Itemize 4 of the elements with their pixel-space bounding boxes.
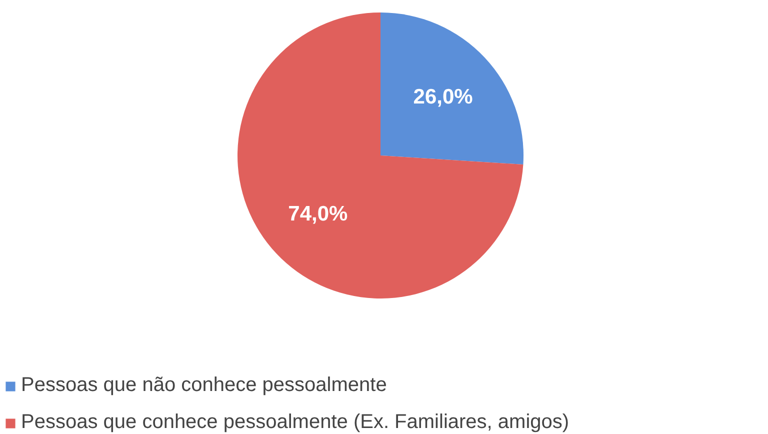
data-label: 74,0% (288, 202, 348, 226)
legend-label: Pessoas que não conhece pessoalmente (21, 374, 387, 397)
data-label: 26,0% (413, 85, 474, 108)
legend-label: Pessoas que conhece pessoalmente (Ex. Familiares, amigos) (21, 411, 570, 434)
